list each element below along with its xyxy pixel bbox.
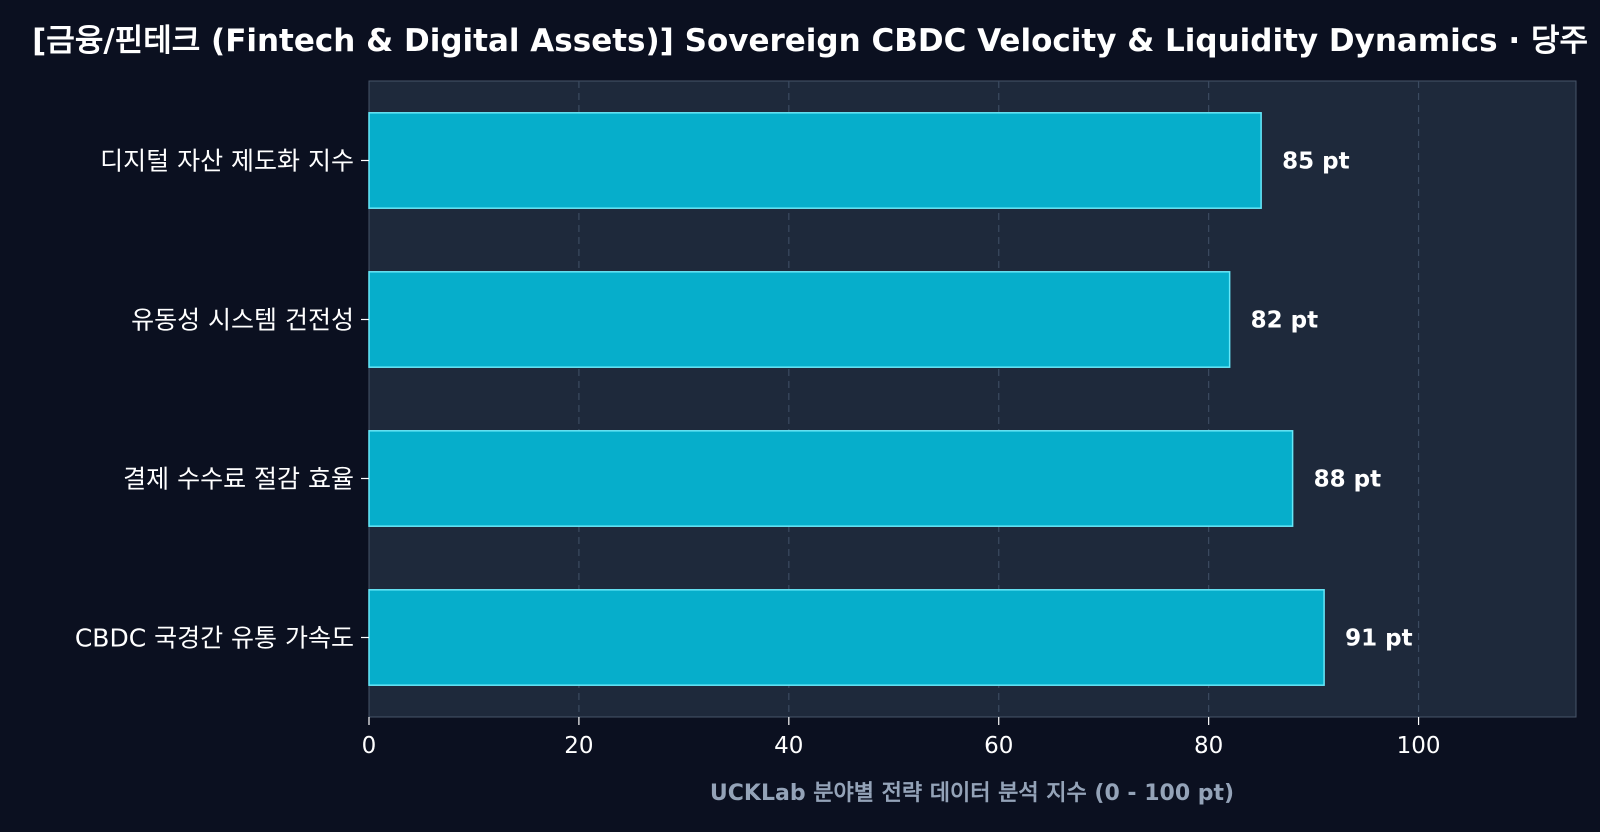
- x-tick-label: 60: [984, 733, 1013, 759]
- bar: [368, 271, 1231, 368]
- category-label: 유동성 시스템 건전성: [131, 306, 354, 335]
- x-tick-label: 40: [774, 733, 803, 759]
- bars: 85 pt 82 pt 88 pt 91 pt: [368, 112, 1413, 686]
- bar: [368, 112, 1262, 209]
- bar-value-label: 82 pt: [1251, 308, 1318, 334]
- x-tick-label: 20: [564, 733, 593, 759]
- category-label: 결제 수수료 절감 효율: [123, 465, 354, 494]
- bar: [368, 430, 1294, 527]
- x-tick-label: 80: [1194, 733, 1223, 759]
- bar-value-label: 88 pt: [1314, 467, 1381, 493]
- x-tick-label: 100: [1397, 733, 1441, 759]
- x-axis-title: UCKLab 분야별 전략 데이터 분석 지수 (0 - 100 pt): [710, 781, 1234, 806]
- chart-title: [금융/핀테크 (Fintech & Digital Assets)] Sove…: [32, 23, 1588, 59]
- bar-value-label: 85 pt: [1282, 149, 1349, 175]
- x-tick-label: 0: [362, 733, 377, 759]
- category-label: CBDC 국경간 유통 가속도: [75, 624, 354, 653]
- bar: [368, 589, 1325, 686]
- category-label: 디지털 자산 제도화 지수: [100, 147, 354, 176]
- bar-value-label: 91 pt: [1345, 626, 1412, 652]
